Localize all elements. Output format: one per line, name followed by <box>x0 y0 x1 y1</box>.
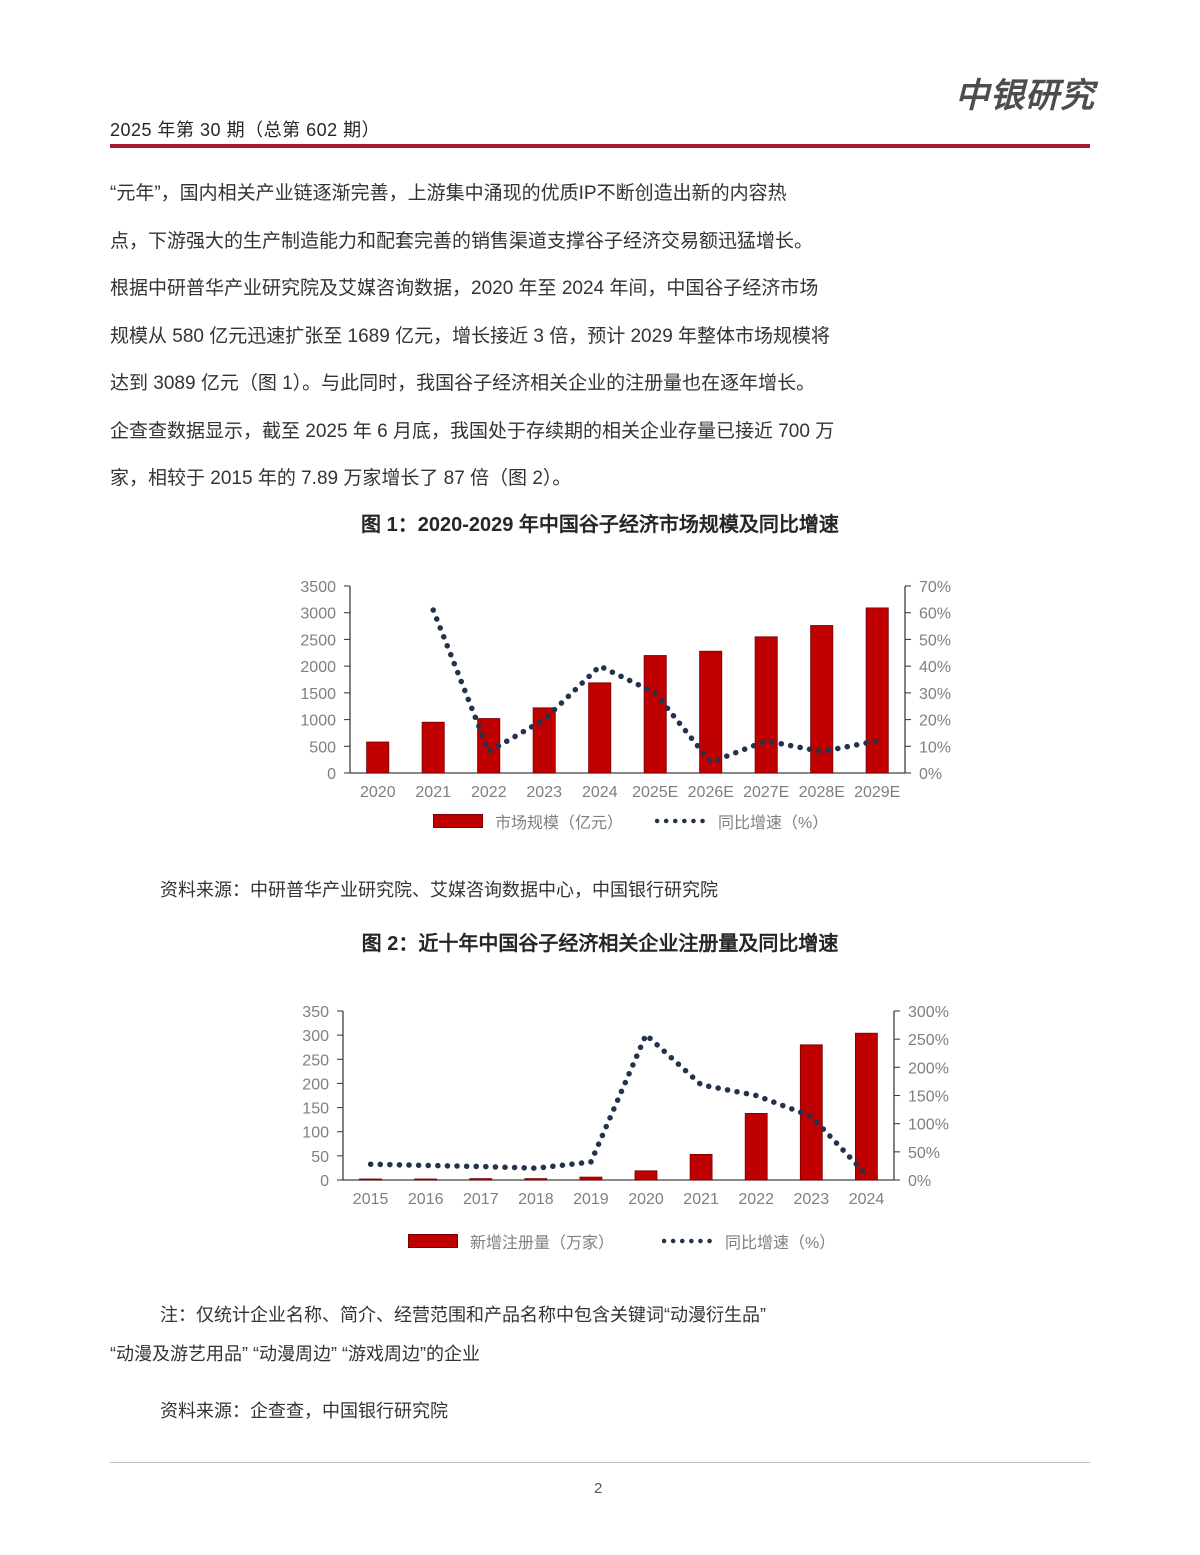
svg-text:30%: 30% <box>919 686 951 703</box>
svg-text:1500: 1500 <box>300 686 336 703</box>
svg-text:2020: 2020 <box>628 1191 664 1208</box>
svg-text:1000: 1000 <box>300 713 336 730</box>
svg-text:300: 300 <box>302 1028 329 1045</box>
svg-text:70%: 70% <box>919 579 951 596</box>
svg-text:2026E: 2026E <box>688 784 734 801</box>
svg-text:2024: 2024 <box>582 784 618 801</box>
svg-text:2020: 2020 <box>360 784 396 801</box>
svg-text:150%: 150% <box>908 1089 949 1106</box>
svg-text:250%: 250% <box>908 1032 949 1049</box>
svg-text:2018: 2018 <box>518 1191 554 1208</box>
svg-text:200%: 200% <box>908 1060 949 1077</box>
svg-text:10%: 10% <box>919 739 951 756</box>
svg-text:2029E: 2029E <box>854 784 900 801</box>
svg-text:2027E: 2027E <box>743 784 789 801</box>
svg-text:2017: 2017 <box>463 1191 499 1208</box>
svg-text:50%: 50% <box>919 632 951 649</box>
svg-text:2015: 2015 <box>353 1191 389 1208</box>
svg-text:20%: 20% <box>919 713 951 730</box>
svg-text:0%: 0% <box>908 1173 931 1190</box>
svg-text:0: 0 <box>320 1173 329 1190</box>
svg-text:2016: 2016 <box>408 1191 444 1208</box>
svg-text:200: 200 <box>302 1076 329 1093</box>
svg-text:100%: 100% <box>908 1117 949 1134</box>
svg-text:40%: 40% <box>919 659 951 676</box>
svg-text:2000: 2000 <box>300 659 336 676</box>
svg-text:0%: 0% <box>919 766 942 783</box>
svg-text:250: 250 <box>302 1052 329 1069</box>
svg-text:2500: 2500 <box>300 632 336 649</box>
svg-text:2028E: 2028E <box>799 784 845 801</box>
svg-text:3000: 3000 <box>300 606 336 623</box>
svg-text:0: 0 <box>327 766 336 783</box>
svg-text:2019: 2019 <box>573 1191 609 1208</box>
svg-text:100: 100 <box>302 1125 329 1142</box>
svg-text:500: 500 <box>309 739 336 756</box>
svg-text:150: 150 <box>302 1101 329 1118</box>
svg-text:3500: 3500 <box>300 579 336 596</box>
svg-text:2025E: 2025E <box>632 784 678 801</box>
svg-text:60%: 60% <box>919 606 951 623</box>
svg-text:2023: 2023 <box>794 1191 830 1208</box>
svg-text:2022: 2022 <box>471 784 507 801</box>
svg-text:2022: 2022 <box>738 1191 774 1208</box>
svg-text:2023: 2023 <box>526 784 562 801</box>
svg-text:50%: 50% <box>908 1145 940 1162</box>
svg-text:300%: 300% <box>908 1004 949 1021</box>
svg-text:350: 350 <box>302 1004 329 1021</box>
svg-text:2024: 2024 <box>849 1191 885 1208</box>
svg-text:2021: 2021 <box>683 1191 719 1208</box>
svg-text:2021: 2021 <box>415 784 451 801</box>
svg-text:50: 50 <box>311 1149 329 1166</box>
